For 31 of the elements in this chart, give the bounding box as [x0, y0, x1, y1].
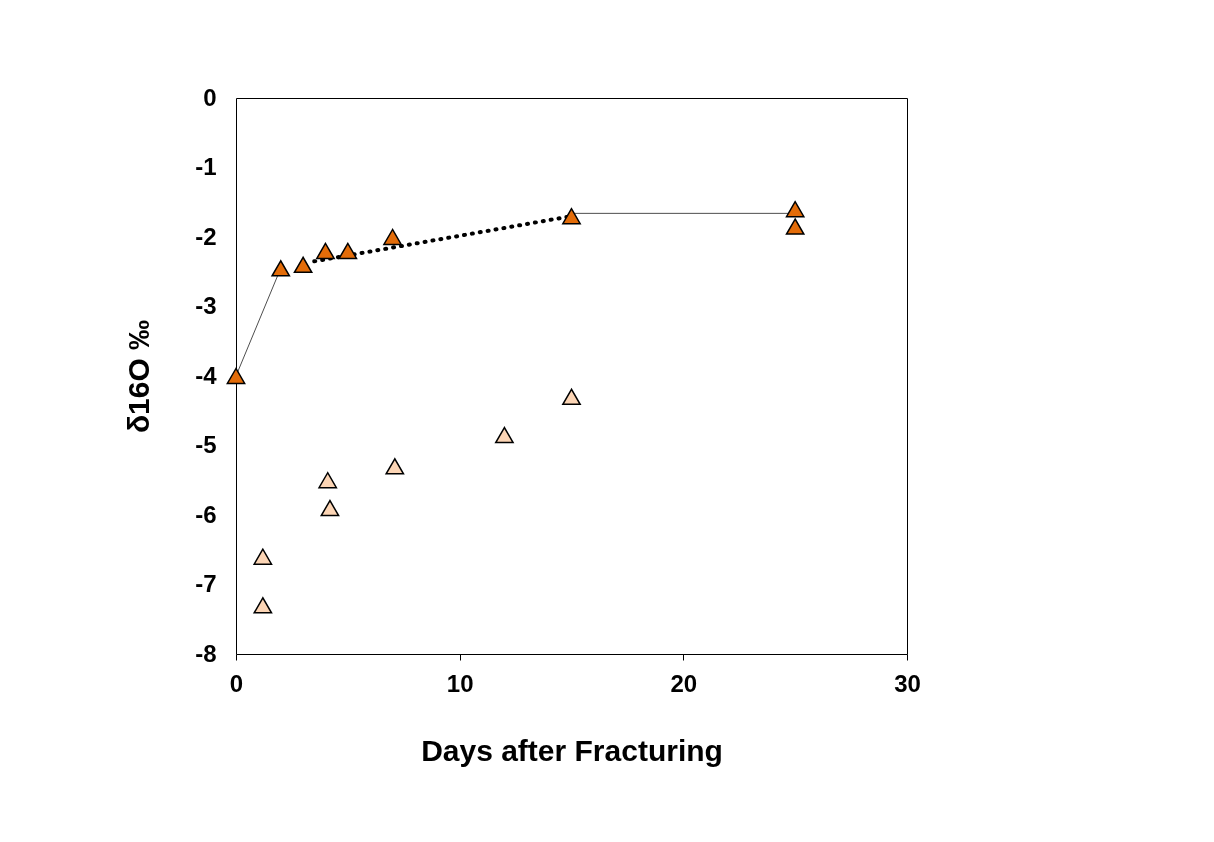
y-tick-label: -7	[195, 570, 217, 597]
x-tick-label: 20	[670, 669, 698, 697]
point	[293, 256, 313, 274]
point	[271, 260, 291, 277]
y-tick-label: 0	[203, 83, 217, 111]
point	[338, 242, 358, 260]
point	[562, 388, 581, 406]
y-tick-label: -8	[195, 639, 217, 667]
point	[785, 218, 805, 235]
point	[562, 207, 581, 225]
y-tick-label: -2	[195, 222, 217, 250]
x-tick-label: 30	[894, 669, 921, 697]
y-tick-label: -1	[195, 153, 217, 180]
point	[318, 472, 338, 489]
point	[226, 367, 246, 385]
y-tick-label: -3	[195, 292, 217, 319]
point	[785, 200, 805, 218]
y-tick-label: -5	[195, 431, 217, 458]
y-tick-label: -4	[195, 361, 218, 389]
x-axis-title: Days after Fracturing	[421, 733, 723, 767]
point	[320, 499, 340, 517]
point	[253, 548, 273, 565]
y-axis-title: δ16O ‰	[122, 319, 156, 434]
point	[383, 228, 402, 246]
x-tick-label: 10	[446, 669, 474, 697]
point	[253, 597, 273, 614]
x-tick-label: 0	[229, 669, 244, 697]
y-tick-label: -6	[195, 500, 217, 528]
point	[385, 458, 405, 475]
point	[494, 426, 514, 444]
point	[316, 242, 335, 260]
